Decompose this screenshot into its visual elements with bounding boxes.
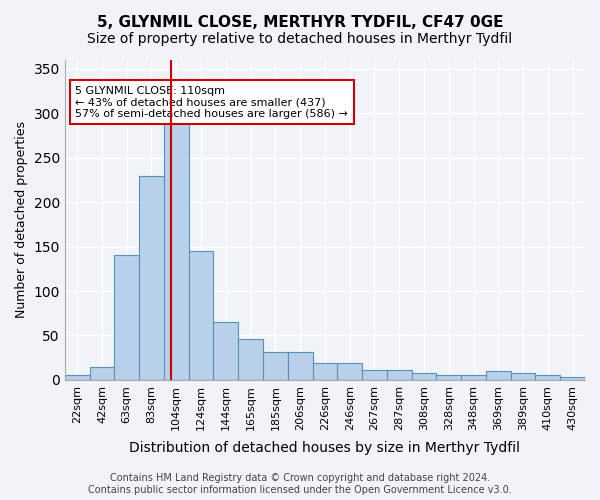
- Bar: [535, 376, 560, 380]
- Text: 5 GLYNMIL CLOSE: 110sqm
← 43% of detached houses are smaller (437)
57% of semi-d: 5 GLYNMIL CLOSE: 110sqm ← 43% of detache…: [75, 86, 348, 119]
- Bar: [238, 339, 263, 380]
- Text: Size of property relative to detached houses in Merthyr Tydfil: Size of property relative to detached ho…: [88, 32, 512, 46]
- Bar: [362, 370, 387, 380]
- Bar: [288, 352, 313, 380]
- X-axis label: Distribution of detached houses by size in Merthyr Tydfil: Distribution of detached houses by size …: [130, 441, 520, 455]
- Bar: [560, 377, 585, 380]
- Bar: [89, 366, 115, 380]
- Bar: [263, 352, 288, 380]
- Bar: [188, 251, 214, 380]
- Bar: [511, 373, 535, 380]
- Text: 5, GLYNMIL CLOSE, MERTHYR TYDFIL, CF47 0GE: 5, GLYNMIL CLOSE, MERTHYR TYDFIL, CF47 0…: [97, 15, 503, 30]
- Y-axis label: Number of detached properties: Number of detached properties: [15, 122, 28, 318]
- Bar: [65, 376, 89, 380]
- Bar: [337, 363, 362, 380]
- Bar: [387, 370, 412, 380]
- Bar: [313, 363, 337, 380]
- Bar: [461, 376, 486, 380]
- Bar: [164, 122, 188, 380]
- Bar: [412, 373, 436, 380]
- Bar: [115, 256, 139, 380]
- Bar: [436, 376, 461, 380]
- Bar: [139, 176, 164, 380]
- Bar: [486, 371, 511, 380]
- Bar: [214, 322, 238, 380]
- Text: Contains HM Land Registry data © Crown copyright and database right 2024.
Contai: Contains HM Land Registry data © Crown c…: [88, 474, 512, 495]
